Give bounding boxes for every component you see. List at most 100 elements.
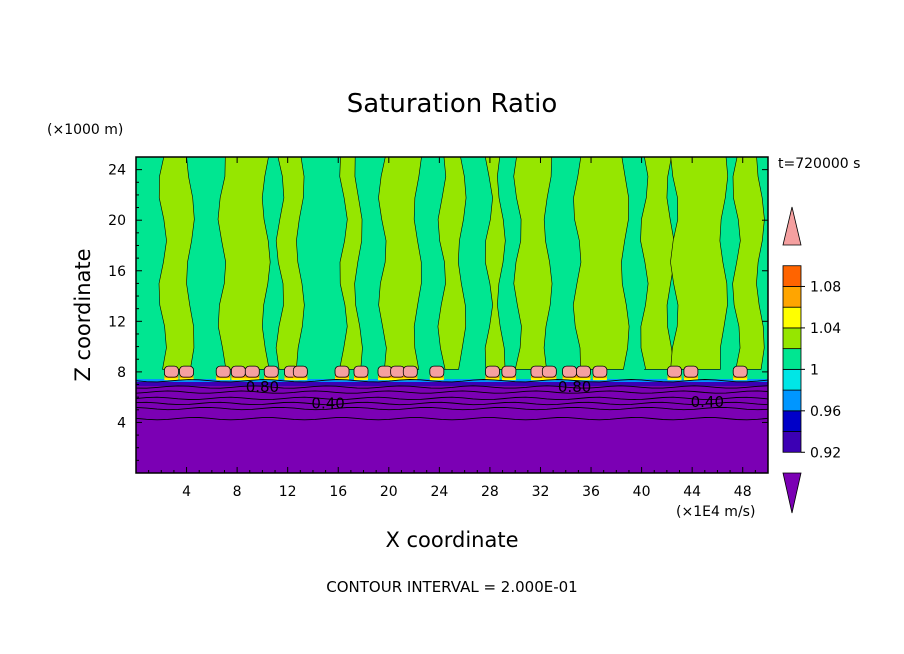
layer-band xyxy=(136,378,768,382)
peak-cell-base xyxy=(683,377,698,381)
peak-cell xyxy=(230,365,246,378)
colorbar-band xyxy=(782,368,802,391)
x-tick-label: 40 xyxy=(633,484,651,500)
contour-label: 0.40 xyxy=(691,393,724,411)
peak-cell xyxy=(215,365,231,378)
contour-line xyxy=(136,390,768,394)
contour-label: 0.40 xyxy=(311,394,344,412)
peak-cell xyxy=(163,365,179,378)
x-tick-label: 32 xyxy=(532,484,550,500)
x-tick-label: 4 xyxy=(182,484,191,500)
x-tick-label: 8 xyxy=(233,484,242,500)
peak-cell-base xyxy=(179,377,194,381)
peak-cells xyxy=(163,365,748,381)
peak-cell-base xyxy=(592,377,607,381)
peak-cell-base xyxy=(231,377,246,381)
peak-cell-base xyxy=(733,377,748,381)
contour-label: 0.80 xyxy=(246,378,279,396)
x-tick-label: 44 xyxy=(683,484,701,500)
peak-cell xyxy=(562,365,577,378)
peak-cell xyxy=(541,365,557,378)
x-tick-label: 36 xyxy=(582,484,600,500)
colorbar-tick-label: 1.04 xyxy=(810,321,841,337)
y-axis-ticks: 4 8 12 16 20 24 xyxy=(108,163,768,461)
x-tick-label: 12 xyxy=(279,484,297,500)
peak-cell-base xyxy=(530,377,545,381)
colorbar-band xyxy=(782,348,802,370)
colorbar: 0.92 0.96 1 1.04 1.08 xyxy=(782,206,841,514)
peak-cell xyxy=(683,365,699,378)
contour-lines xyxy=(136,379,768,421)
contour-line xyxy=(136,401,768,406)
peak-cell-base xyxy=(264,377,279,381)
contour-labels: 0.80 0.40 0.80 0.40 xyxy=(246,378,724,412)
contour-line xyxy=(136,406,768,411)
layer-band xyxy=(136,385,768,473)
peak-cell xyxy=(576,365,591,378)
peak-cell xyxy=(402,365,418,378)
peak-cell xyxy=(377,365,393,378)
moist-column xyxy=(217,157,271,370)
peak-cell xyxy=(390,365,406,378)
peak-cell-base xyxy=(501,377,516,381)
x-tick-label: 16 xyxy=(329,484,347,500)
colorbar-band xyxy=(782,286,802,308)
contour-line xyxy=(136,379,768,383)
colorbar-tick-label: 0.96 xyxy=(810,404,841,420)
peak-cell xyxy=(732,365,748,378)
peak-cell xyxy=(501,365,517,378)
peak-cell-base xyxy=(485,377,500,381)
peak-cell-base xyxy=(293,377,308,381)
moist-columns xyxy=(158,157,765,370)
colorbar-band xyxy=(782,306,802,329)
y-unit-label: (×1000 m) xyxy=(47,122,123,138)
plot-area: 0.80 0.40 0.80 0.40 xyxy=(136,157,768,473)
contour-interval-footer: CONTOUR INTERVAL = 2.000E-01 xyxy=(326,578,577,596)
moist-column xyxy=(640,157,675,370)
peak-cell xyxy=(429,365,445,378)
y-tick-label: 16 xyxy=(108,264,126,280)
x-unit-label: (×1E4 m/s) xyxy=(676,504,755,520)
x-tick-label: 24 xyxy=(430,484,448,500)
moist-column xyxy=(513,157,553,370)
peak-cell-base xyxy=(353,377,368,381)
y-axis-label: Z coordinate xyxy=(71,248,95,381)
peak-cell-base xyxy=(429,377,444,381)
colorbar-min-arrow xyxy=(782,472,802,514)
colorbar-tick-label: 1.08 xyxy=(810,279,841,295)
chart-title: Saturation Ratio xyxy=(347,89,558,119)
moist-column xyxy=(670,157,729,370)
peak-cell-base xyxy=(335,377,350,381)
peak-cell-base xyxy=(390,377,405,381)
lower-layer xyxy=(136,378,768,473)
contour-line xyxy=(136,396,768,401)
peak-cell-base xyxy=(667,377,682,381)
colorbar-band xyxy=(782,265,802,287)
x-tick-label: 20 xyxy=(380,484,398,500)
x-tick-label: 28 xyxy=(481,484,499,500)
colorbar-tick-label: 0.92 xyxy=(810,445,841,461)
colorbar-band xyxy=(782,327,802,350)
moist-column xyxy=(572,157,630,370)
peak-cell xyxy=(353,365,369,378)
peak-cell-base xyxy=(284,377,299,381)
peak-cell-base xyxy=(542,377,557,381)
x-axis-ticks: 4 8 12 16 20 24 28 32 36 40 44 48 xyxy=(148,157,756,500)
peak-cell-base xyxy=(216,377,231,381)
x-axis-label: X coordinate xyxy=(385,528,518,552)
colorbar-band xyxy=(782,431,802,453)
y-tick-label: 8 xyxy=(117,365,126,381)
colorbar-band xyxy=(782,389,802,412)
peak-cell xyxy=(179,365,194,378)
y-tick-label: 24 xyxy=(108,163,126,179)
peak-cell xyxy=(334,365,350,378)
contour-line xyxy=(136,417,768,421)
colorbar-band xyxy=(782,410,802,432)
peak-cell xyxy=(292,365,308,378)
peak-cell xyxy=(667,365,682,378)
peak-cell xyxy=(485,365,500,378)
layer-band xyxy=(136,381,768,386)
peak-cell xyxy=(263,365,279,378)
contour-line xyxy=(136,385,768,389)
